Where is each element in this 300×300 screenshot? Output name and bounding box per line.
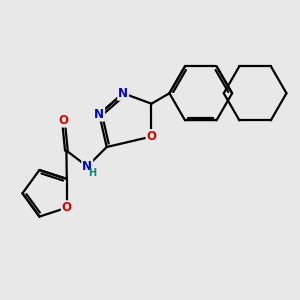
Text: H: H [88, 168, 97, 178]
Text: O: O [62, 201, 72, 214]
Text: N: N [118, 87, 128, 100]
Text: O: O [58, 114, 68, 127]
Text: O: O [146, 130, 157, 143]
Text: N: N [82, 160, 92, 173]
Text: N: N [94, 108, 104, 121]
